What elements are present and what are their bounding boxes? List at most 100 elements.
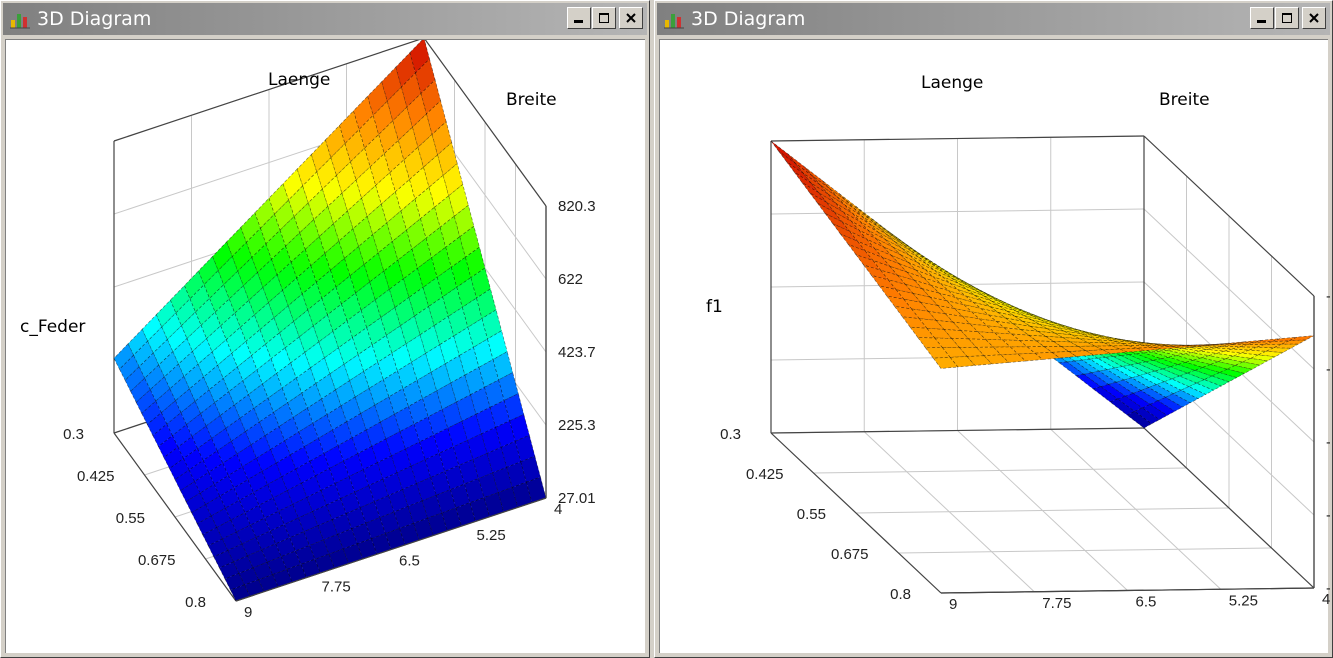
surface-patch <box>269 524 291 545</box>
minimize-icon <box>1257 20 1266 23</box>
surface-patch <box>194 471 215 494</box>
surface-patch <box>944 313 972 325</box>
maximize-button[interactable] <box>592 7 616 29</box>
surface-patch <box>1138 372 1165 385</box>
z-tick-label: -261.1 <box>1326 580 1330 597</box>
surface-patch <box>328 548 350 569</box>
surface-patch <box>261 543 282 563</box>
surface-patch <box>248 286 269 316</box>
diagram-window-2: 3D Diagram -261.1 -208.7 -156.3 -103.9 -51.5… <box>654 0 1333 658</box>
surface-patch <box>1051 351 1078 359</box>
surface-patch <box>920 301 947 315</box>
y-tick-label: 6.5 <box>399 553 420 570</box>
axis-edge <box>940 587 1315 594</box>
surface-patch <box>170 284 191 314</box>
x-tick-label: 0.8 <box>890 586 911 603</box>
surface-patch <box>1017 352 1044 362</box>
surface-patch <box>1207 347 1233 352</box>
surface-patch <box>357 344 379 372</box>
surface-patch <box>217 255 239 286</box>
surface-patch <box>424 452 446 478</box>
surface-patch <box>378 120 399 155</box>
surface-patch <box>230 512 251 533</box>
surface-patch <box>935 320 962 331</box>
surface-patch <box>372 100 394 136</box>
surface-patch <box>225 326 247 354</box>
plot-area[interactable]: -261.1 -208.7 -156.3 -103.9 -51.57 0.3 0.425 0.… <box>659 39 1330 653</box>
z-tick-label: 27.01 <box>558 490 596 507</box>
surface-patch <box>280 550 302 570</box>
surface-patch <box>284 336 306 364</box>
surface-patch <box>268 289 289 319</box>
surface-patch <box>293 309 314 338</box>
surface-patch <box>918 257 944 273</box>
surface-patch <box>353 95 374 131</box>
maximize-button[interactable] <box>1275 7 1299 29</box>
surface-patch <box>219 487 240 509</box>
surface-patch <box>338 337 359 365</box>
surface-patch <box>405 441 426 467</box>
minimize-button[interactable] <box>567 7 591 29</box>
x-tick-label: 0.675 <box>138 552 176 569</box>
surface-patch <box>438 446 460 472</box>
surface-patch <box>786 161 812 184</box>
surface-patch <box>247 549 268 569</box>
surface-patch <box>1083 372 1110 387</box>
surface-patch <box>949 356 976 368</box>
axis-edge <box>235 497 547 602</box>
surface-patch <box>295 545 316 565</box>
minimize-button[interactable] <box>1250 7 1274 29</box>
surface-patch <box>236 524 257 545</box>
surface-patch <box>252 561 274 581</box>
surface-patch <box>439 215 461 248</box>
surface-patch <box>222 531 243 551</box>
surface-patch <box>917 262 943 277</box>
surface-patch <box>943 329 970 340</box>
surface-patch <box>253 484 274 506</box>
plot-area[interactable]: 27.01 225.3 423.7 622 820.3 0.3 0.425 0.55 0.675… <box>5 39 645 653</box>
tick-labels: 27.01 225.3 423.7 622 820.3 0.3 0.425 0.55 0.675… <box>63 198 595 621</box>
surface-patch <box>983 354 1010 365</box>
z-tick-label: 225.3 <box>558 417 596 434</box>
surface-patch <box>958 346 985 357</box>
surface-patch <box>911 250 937 267</box>
surface-patch <box>1281 339 1307 345</box>
surface-patch <box>310 139 332 173</box>
surface-patch <box>266 556 288 575</box>
surface-patch <box>1182 347 1208 352</box>
surface-patch <box>967 338 995 348</box>
surface-patch <box>953 308 981 320</box>
surface <box>770 140 1315 429</box>
surface-patch <box>392 106 413 141</box>
surface-plot: -261.1 -208.7 -156.3 -103.9 -51.57 0.3 0.425 0.… <box>706 73 1330 613</box>
maximize-icon <box>599 13 609 23</box>
surface-patch <box>355 166 377 199</box>
close-button[interactable] <box>619 7 643 29</box>
surface-patch <box>1066 360 1093 375</box>
surface-patch <box>358 114 380 149</box>
surface-patch <box>1175 348 1200 353</box>
surface-patch <box>795 163 821 186</box>
surface-patch <box>881 257 908 273</box>
surface-patch <box>966 355 993 366</box>
x-tick-label: 0.425 <box>746 466 784 483</box>
axis-edge <box>1143 427 1315 589</box>
surface-patch <box>398 126 419 161</box>
title-bar[interactable]: 3D Diagram <box>657 3 1330 35</box>
z-tick-label: 622 <box>558 271 583 288</box>
surface-patch <box>250 517 271 538</box>
close-button[interactable] <box>1302 7 1326 29</box>
surface-patch <box>910 308 938 321</box>
surface-patch <box>396 465 417 490</box>
title-bar[interactable]: 3D Diagram <box>3 3 647 35</box>
surface-patch <box>335 380 356 407</box>
surface-patch <box>1199 349 1225 354</box>
chart-app-icon <box>10 14 30 29</box>
surface-patch <box>240 314 261 342</box>
surface-patch <box>909 326 936 339</box>
surface-patch <box>290 351 311 379</box>
surface-patch <box>257 258 278 289</box>
window-title: 3D Diagram <box>37 8 152 30</box>
surface-patch <box>932 276 958 290</box>
surface-patch <box>903 298 930 312</box>
